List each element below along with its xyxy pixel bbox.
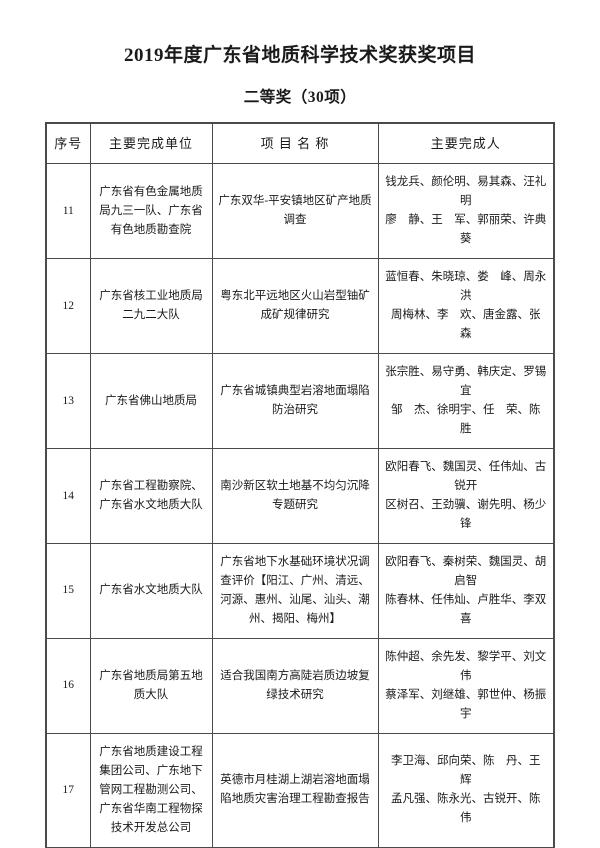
project-cell: 粤东北平远地区火山岩型铀矿成矿规律研究 (211, 258, 379, 355)
serial-number-cell: 14 (45, 448, 91, 544)
project-cell: 适合我国南方高陡岩质边坡复绿技术研究 (211, 637, 379, 734)
org-cell: 广东省工程勘察院、广东省水文地质大队 (89, 448, 213, 544)
serial-number-cell: 16 (45, 637, 91, 734)
table-row: 12 广东省核工业地质局二九二大队 粤东北平远地区火山岩型铀矿成矿规律研究 蓝恒… (45, 258, 555, 355)
project-cell: 广东省地下水基础环境状况调查评价【阳江、广州、清远、河源、惠州、汕尾、汕头、潮州… (211, 542, 379, 639)
org-cell: 广东省水文地质大队 (89, 542, 213, 639)
people-cell: 蓝恒春、朱晓琼、娄 峰、周永洪 周梅林、李 欢、唐金露、张 森 (377, 258, 555, 355)
page-title: 2019年度广东省地质科学技术奖获奖项目 (123, 45, 476, 66)
header-serial-number: 序号 (45, 122, 91, 165)
table-row: 13 广东省佛山地质局 广东省城镇典型岩溶地面塌陷防治研究 张宗胜、易守勇、韩庆… (45, 353, 555, 450)
people-cell: 张宗胜、易守勇、韩庆定、罗锡宜 邹 杰、徐明宇、任 荣、陈 胜 (377, 353, 555, 450)
table-row: 15 广东省水文地质大队 广东省地下水基础环境状况调查评价【阳江、广州、清远、河… (45, 542, 555, 639)
org-cell: 广东省地质建设工程集团公司、广东地下管网工程勘测公司、广东省华南工程物探技术开发… (89, 732, 213, 848)
people-cell: 陈仲超、余先发、黎学平、刘文伟 蔡泽军、刘继雄、郭世仲、杨振宇 (377, 637, 555, 734)
project-cell: 广东省城镇典型岩溶地面塌陷防治研究 (211, 353, 379, 450)
serial-number-cell: 12 (45, 258, 91, 355)
header-main-org: 主要完成单位 (89, 122, 213, 165)
awards-table: 序号 主要完成单位 项 目 名 称 主要完成人 11 广东省有色金属地质局九三一… (45, 122, 555, 848)
table-row: 14 广东省工程勘察院、广东省水文地质大队 南沙新区软土地基不均匀沉降专题研究 … (45, 448, 555, 544)
table-row: 11 广东省有色金属地质局九三一队、广东省有色地质勘查院 广东双华-平安镇地区矿… (45, 163, 555, 260)
people-cell: 欧阳春飞、秦树荣、魏国灵、胡启智 陈春林、任伟灿、卢胜华、李双喜 (377, 542, 555, 639)
org-cell: 广东省佛山地质局 (89, 353, 213, 450)
org-cell: 广东省有色金属地质局九三一队、广东省有色地质勘查院 (89, 163, 213, 260)
org-cell: 广东省地质局第五地质大队 (89, 637, 213, 734)
project-cell: 南沙新区软土地基不均匀沉降专题研究 (211, 448, 379, 544)
people-cell: 李卫海、邱向荣、陈 丹、王 辉 孟凡强、陈永光、古锐开、陈 伟 (377, 732, 555, 848)
project-cell: 英德市月桂湖上湖岩溶地面塌陷地质灾害治理工程勘查报告 (211, 732, 379, 848)
serial-number-cell: 15 (45, 542, 91, 639)
serial-number-cell: 11 (45, 163, 91, 260)
header-project-name: 项 目 名 称 (211, 122, 379, 165)
serial-number-cell: 13 (45, 353, 91, 450)
project-cell: 广东双华-平安镇地区矿产地质调查 (211, 163, 379, 260)
table-row: 16 广东省地质局第五地质大队 适合我国南方高陡岩质边坡复绿技术研究 陈仲超、余… (45, 637, 555, 734)
serial-number-cell: 17 (45, 732, 91, 848)
people-cell: 钱龙兵、颜伦明、易其森、汪礼明 廖 静、王 军、郭丽荣、许典葵 (377, 163, 555, 260)
table-header-row: 序号 主要完成单位 项 目 名 称 主要完成人 (45, 122, 555, 165)
table-row: 17 广东省地质建设工程集团公司、广东地下管网工程勘测公司、广东省华南工程物探技… (45, 732, 555, 848)
header-main-people: 主要完成人 (377, 122, 555, 165)
org-cell: 广东省核工业地质局二九二大队 (89, 258, 213, 355)
people-cell: 欧阳春飞、魏国灵、任伟灿、古锐开 区树召、王劲骥、谢先明、杨少锋 (377, 448, 555, 544)
page-subtitle: 二等奖（30项） (243, 89, 357, 106)
